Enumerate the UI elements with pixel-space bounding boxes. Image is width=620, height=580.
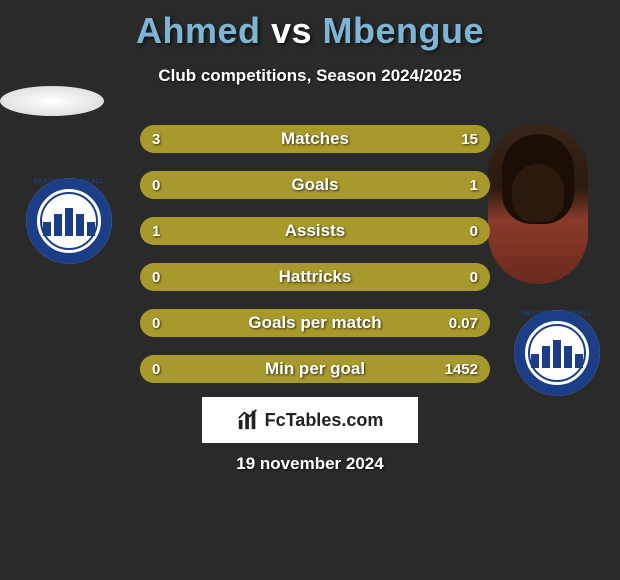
watermark-badge: FcTables.com	[202, 397, 418, 443]
comparison-date: 19 november 2024	[0, 454, 620, 474]
stat-row: 0 Goals per match 0.07	[140, 309, 490, 337]
player1-name: Ahmed	[136, 10, 261, 51]
stat-row: 3 Matches 15	[140, 125, 490, 153]
player1-club-crest: READING FOOTBALL CLUB EST. 1871	[26, 178, 112, 264]
comparison-subtitle: Club competitions, Season 2024/2025	[0, 66, 620, 86]
stat-value-right: 15	[449, 125, 490, 153]
stat-label: Hattricks	[140, 263, 490, 291]
stat-row: 1 Assists 0	[140, 217, 490, 245]
stat-row: 0 Goals 1	[140, 171, 490, 199]
comparison-title: Ahmed vs Mbengue	[0, 0, 620, 52]
crest-top-text: READING FOOTBALL CLUB	[26, 179, 112, 191]
player2-photo	[488, 124, 588, 284]
stat-value-right: 0	[458, 263, 490, 291]
stat-row: 0 Min per goal 1452	[140, 355, 490, 383]
crest-stripes	[42, 206, 96, 236]
stat-value-right: 0.07	[437, 309, 490, 337]
vs-separator: vs	[271, 10, 312, 51]
stat-row: 0 Hattricks 0	[140, 263, 490, 291]
player1-photo	[0, 86, 104, 116]
chart-icon	[237, 409, 259, 431]
stats-bars: 3 Matches 15 0 Goals 1 1 Assists 0 0 Hat…	[140, 125, 490, 401]
crest-stripes	[530, 338, 584, 368]
stat-value-right: 1	[458, 171, 490, 199]
crest-top-text: READING FOOTBALL CLUB	[514, 311, 600, 323]
crest-bottom-text: EST. 1871	[26, 256, 112, 262]
player2-face-shape	[512, 164, 564, 222]
player2-club-crest: READING FOOTBALL CLUB EST. 1871	[514, 310, 600, 396]
stat-label: Assists	[140, 217, 490, 245]
stat-label: Goals	[140, 171, 490, 199]
watermark-text: FcTables.com	[265, 410, 384, 431]
stat-label: Matches	[140, 125, 490, 153]
stat-value-right: 0	[458, 217, 490, 245]
player2-name: Mbengue	[323, 10, 485, 51]
crest-bottom-text: EST. 1871	[514, 388, 600, 394]
stat-value-right: 1452	[433, 355, 490, 383]
